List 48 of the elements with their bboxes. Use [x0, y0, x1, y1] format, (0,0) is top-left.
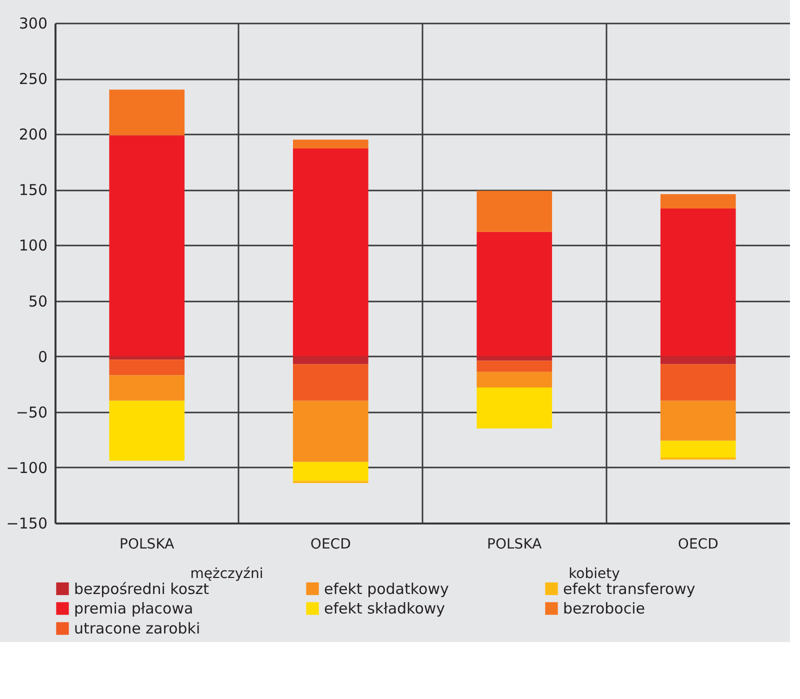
y-tick-label: −50: [16, 403, 48, 422]
bar: [292, 400, 368, 462]
bar: [660, 400, 736, 441]
bar: [476, 387, 552, 429]
bar: [292, 140, 368, 149]
bar: [109, 356, 185, 360]
bar: [109, 360, 185, 376]
bar: [292, 364, 368, 401]
text: mężczyźni: [190, 566, 264, 582]
legend-label: premia płacowa: [74, 600, 194, 618]
y-tick-label: 150: [18, 181, 48, 200]
bar: [109, 90, 185, 136]
bar: [476, 372, 552, 388]
legend-label: bezrobocie: [563, 600, 645, 618]
y-tick-label: 250: [18, 70, 48, 88]
legend-label: utracone zarobki: [74, 620, 200, 638]
bar: [292, 462, 368, 481]
x-tick-label: POLSKA: [120, 536, 175, 552]
legend-label: bezpośredni koszt: [74, 580, 210, 598]
bar: [476, 232, 552, 356]
y-tick-label: 50: [28, 292, 48, 310]
legend-label: efekt podatkowy: [324, 580, 449, 598]
y-tick-label: 300: [18, 14, 48, 32]
bar: [476, 356, 552, 361]
bar: [660, 457, 736, 460]
bar: [660, 194, 736, 209]
bar: [292, 148, 368, 356]
bar: [109, 400, 185, 461]
bar: [660, 208, 736, 356]
x-tick-label: OECD: [310, 536, 351, 552]
legend-label: efekt składkowy: [324, 600, 446, 618]
y-tick-label: 100: [18, 236, 48, 255]
bar: [109, 135, 185, 356]
bar: [476, 360, 552, 372]
bar: [476, 190, 552, 232]
y-tick-label: 200: [18, 126, 48, 144]
y-tick-label: −150: [6, 514, 48, 532]
bar: [660, 356, 736, 364]
x-tick-label: POLSKA: [487, 536, 542, 552]
bar: [109, 375, 185, 401]
y-tick-label: −100: [6, 458, 48, 477]
text: kobiety: [568, 566, 620, 582]
x-tick-label: OECD: [678, 536, 718, 552]
legend-label: efekt transferowy: [563, 580, 696, 598]
bar: [660, 364, 736, 401]
y-tick-label: 0: [38, 348, 48, 366]
bar: [660, 440, 736, 458]
bar: [292, 356, 368, 364]
